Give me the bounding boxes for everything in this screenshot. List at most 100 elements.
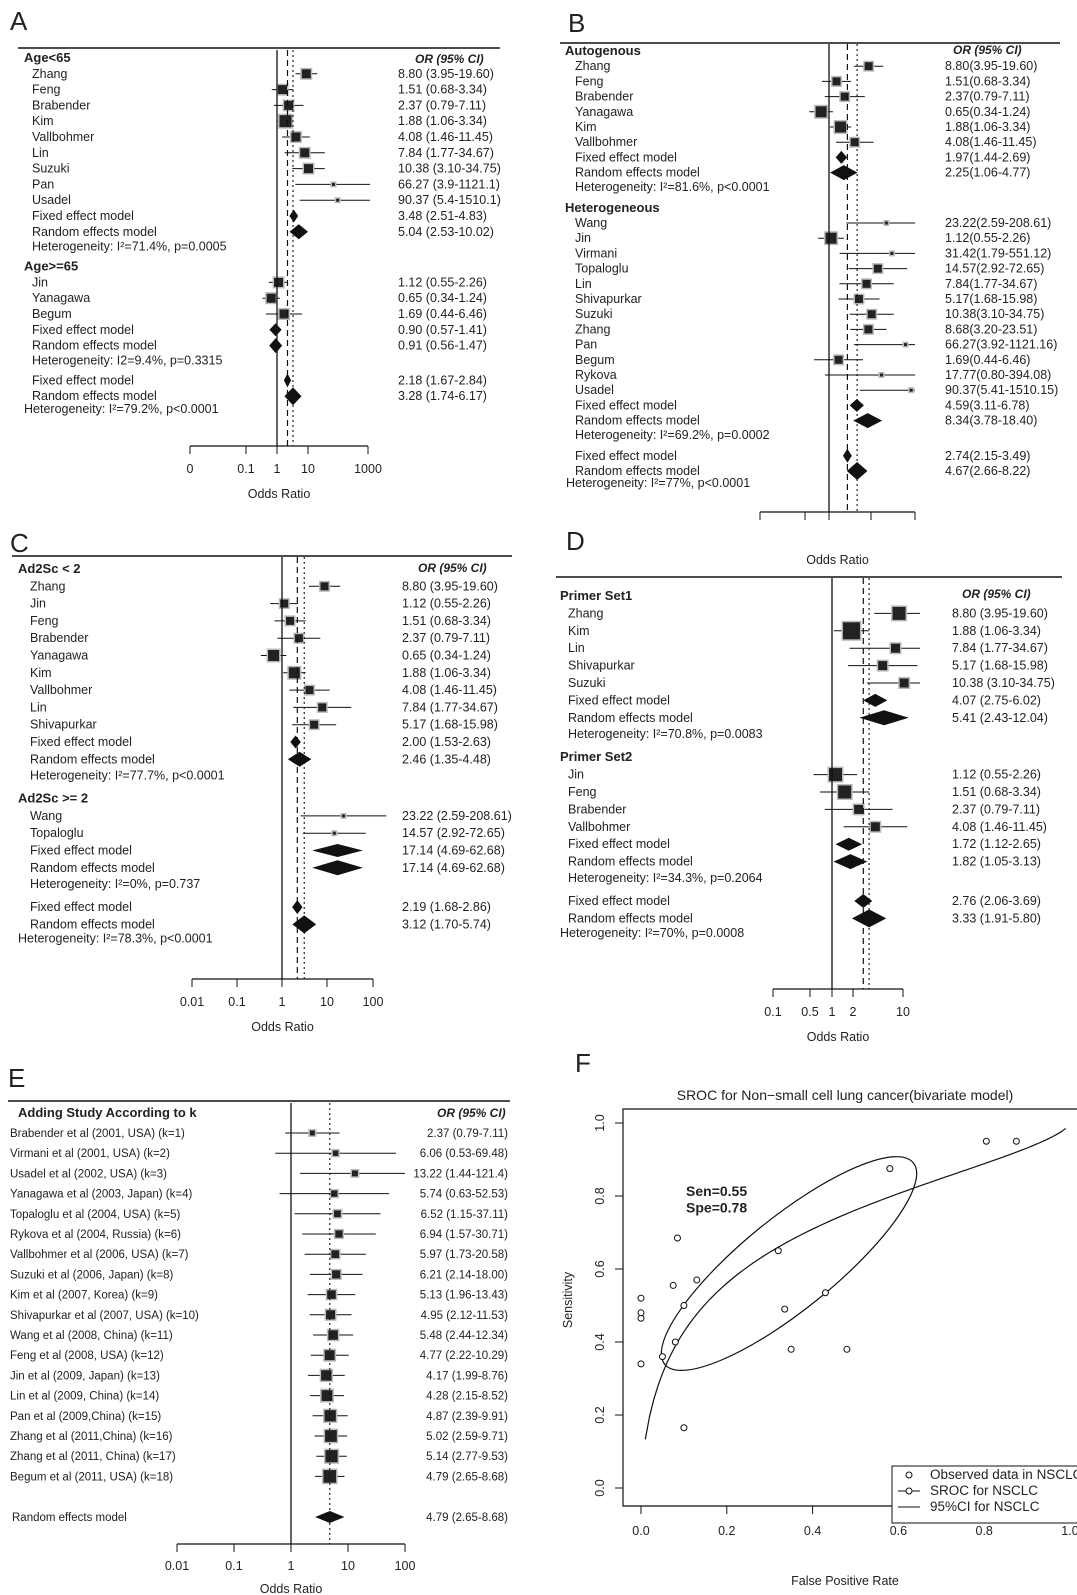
heterogeneity-text: Heterogeneity: I²=69.2%, p=0.0002 [575, 428, 770, 442]
study-name: Feng [32, 83, 61, 97]
study-name: Jin [575, 231, 591, 245]
study-name: Shivapurkar [575, 292, 642, 306]
study-box [331, 1190, 338, 1197]
study-name: Kim [32, 114, 54, 128]
x-tick-label: 10 [896, 1005, 910, 1019]
x-tick-label: 0.6 [890, 1524, 907, 1538]
observed-point [886, 1165, 894, 1173]
study-or-text: 90.37(5.41-1510.15) [945, 383, 1058, 397]
observed-point [774, 1247, 782, 1255]
observed-point [637, 1360, 645, 1368]
panel-label: C [10, 528, 29, 558]
study-box [854, 804, 864, 814]
study-box [301, 69, 311, 79]
study-or-text: 1.12 (0.55-2.26) [398, 275, 487, 289]
x-tick-label: 0.4 [804, 1524, 821, 1538]
study-or-text: 5.13 (1.96-13.43) [420, 1290, 508, 1302]
study-or-text: 8.80 (3.95-19.60) [952, 606, 1048, 620]
study-name: Suzuki [32, 162, 70, 176]
study-or-text: 2.37 (0.79-7.11) [952, 802, 1040, 816]
sroc-curve [644, 1127, 1067, 1440]
study-name: Brabender et al (2001, USA) (k=1) [10, 1128, 185, 1140]
or-column-header: OR (95% CI) [418, 561, 487, 575]
model-label: Random effects model [32, 339, 157, 353]
summary-diamond [269, 323, 282, 337]
model-or-text: 17.14 (4.69-62.68) [402, 861, 505, 875]
study-box [325, 1450, 338, 1463]
observed-point [671, 1338, 679, 1346]
summary-diamond [835, 150, 848, 164]
study-or-text: 2.37(0.79-7.11) [945, 90, 1030, 104]
study-box [327, 1290, 336, 1299]
study-name: Lin [32, 146, 49, 160]
study-or-text: 4.08 (1.46-11.45) [398, 130, 493, 144]
study-name: Lin [30, 700, 47, 714]
study-name: Kim [30, 666, 52, 680]
study-box [318, 703, 327, 712]
study-box [335, 1230, 343, 1238]
study-name: Pan [575, 338, 597, 352]
ci-ellipse [660, 1156, 918, 1371]
model-label: Fixed effect model [568, 837, 670, 851]
summary-diamond [833, 854, 868, 870]
model-or-text: 3.12 (1.70-5.74) [402, 917, 491, 931]
observed-point [982, 1137, 990, 1145]
model-or-text: 5.04 (2.53-10.02) [398, 225, 494, 239]
x-tick-label: 0.1 [764, 1005, 781, 1019]
x-tick-label: 10 [301, 462, 315, 476]
summary-diamond [289, 209, 299, 223]
model-label: Fixed effect model [30, 844, 132, 858]
model-or-text: 2.76 (2.06-3.69) [952, 894, 1041, 908]
observed-point [637, 1309, 645, 1317]
heterogeneity-text: Heterogeneity: I²=34.3%, p=0.2064 [568, 871, 763, 885]
study-or-text: 1.88 (1.06-3.34) [402, 666, 491, 680]
legend-frame [891, 1465, 1077, 1524]
study-name: Yanagawa et al (2003, Japan) (k=4) [10, 1189, 192, 1201]
study-or-text: 8.80(3.95-19.60) [945, 59, 1037, 73]
heterogeneity-text: Heterogeneity: I²=0%, p=0.737 [30, 877, 200, 891]
x-tick-label: 100 [395, 1559, 416, 1573]
model-label: Fixed effect model [568, 894, 670, 908]
study-box [873, 264, 882, 273]
y-tick-label: 1.0 [593, 1114, 607, 1131]
summary-diamond [312, 860, 363, 876]
study-name: Vallbohmer [30, 683, 92, 697]
study-box [279, 115, 292, 128]
or-column-header: OR (95% CI) [953, 43, 1022, 57]
study-name: Wang [575, 216, 607, 230]
heterogeneity-text: Heterogeneity: I²=77.7%, p<0.0001 [30, 769, 225, 783]
heterogeneity-text: Heterogeneity: I²=81.6%, p<0.0001 [575, 180, 770, 194]
study-box [842, 622, 860, 640]
model-label: Fixed effect model [32, 209, 134, 223]
study-box [321, 1370, 332, 1381]
x-tick-label: 1 [279, 995, 286, 1009]
study-or-text: 1.51 (0.68-3.34) [398, 83, 487, 97]
study-or-text: 4.17 (1.99-8.76) [426, 1370, 508, 1382]
x-tick-label: 10 [320, 995, 334, 1009]
study-box [867, 310, 876, 319]
y-tick-label: 0.2 [593, 1406, 607, 1423]
study-name: Wang [30, 809, 62, 823]
study-name: Virmani et al (2001, USA) (k=2) [10, 1148, 170, 1160]
x-axis-label: Odds Ratio [806, 553, 869, 567]
study-name: Virmani [575, 246, 617, 260]
summary-diamond [312, 844, 363, 857]
summary-diamond [269, 338, 283, 354]
subgroup-header: Primer Set2 [560, 749, 632, 764]
study-name: Shivapurkar [30, 718, 97, 732]
study-name: Zhang [30, 579, 65, 593]
observed-point [680, 1302, 688, 1309]
model-label: Random effects model [30, 861, 155, 875]
study-or-text: 2.37 (0.79-7.11) [427, 1128, 508, 1140]
study-name: Shivapurkar [568, 659, 635, 673]
panel-label: D [566, 526, 585, 556]
study-box [320, 582, 329, 591]
observed-point [821, 1289, 829, 1297]
study-box [284, 100, 294, 110]
study-name: Zhang et al (2011, China) (k=17) [10, 1451, 176, 1463]
study-name: Kim [575, 120, 597, 134]
study-name: Yanagawa [575, 105, 633, 119]
study-or-text: 1.51(0.68-3.34) [945, 74, 1030, 88]
model-label: Fixed effect model [575, 150, 677, 164]
x-tick-label: 0 [187, 462, 194, 476]
